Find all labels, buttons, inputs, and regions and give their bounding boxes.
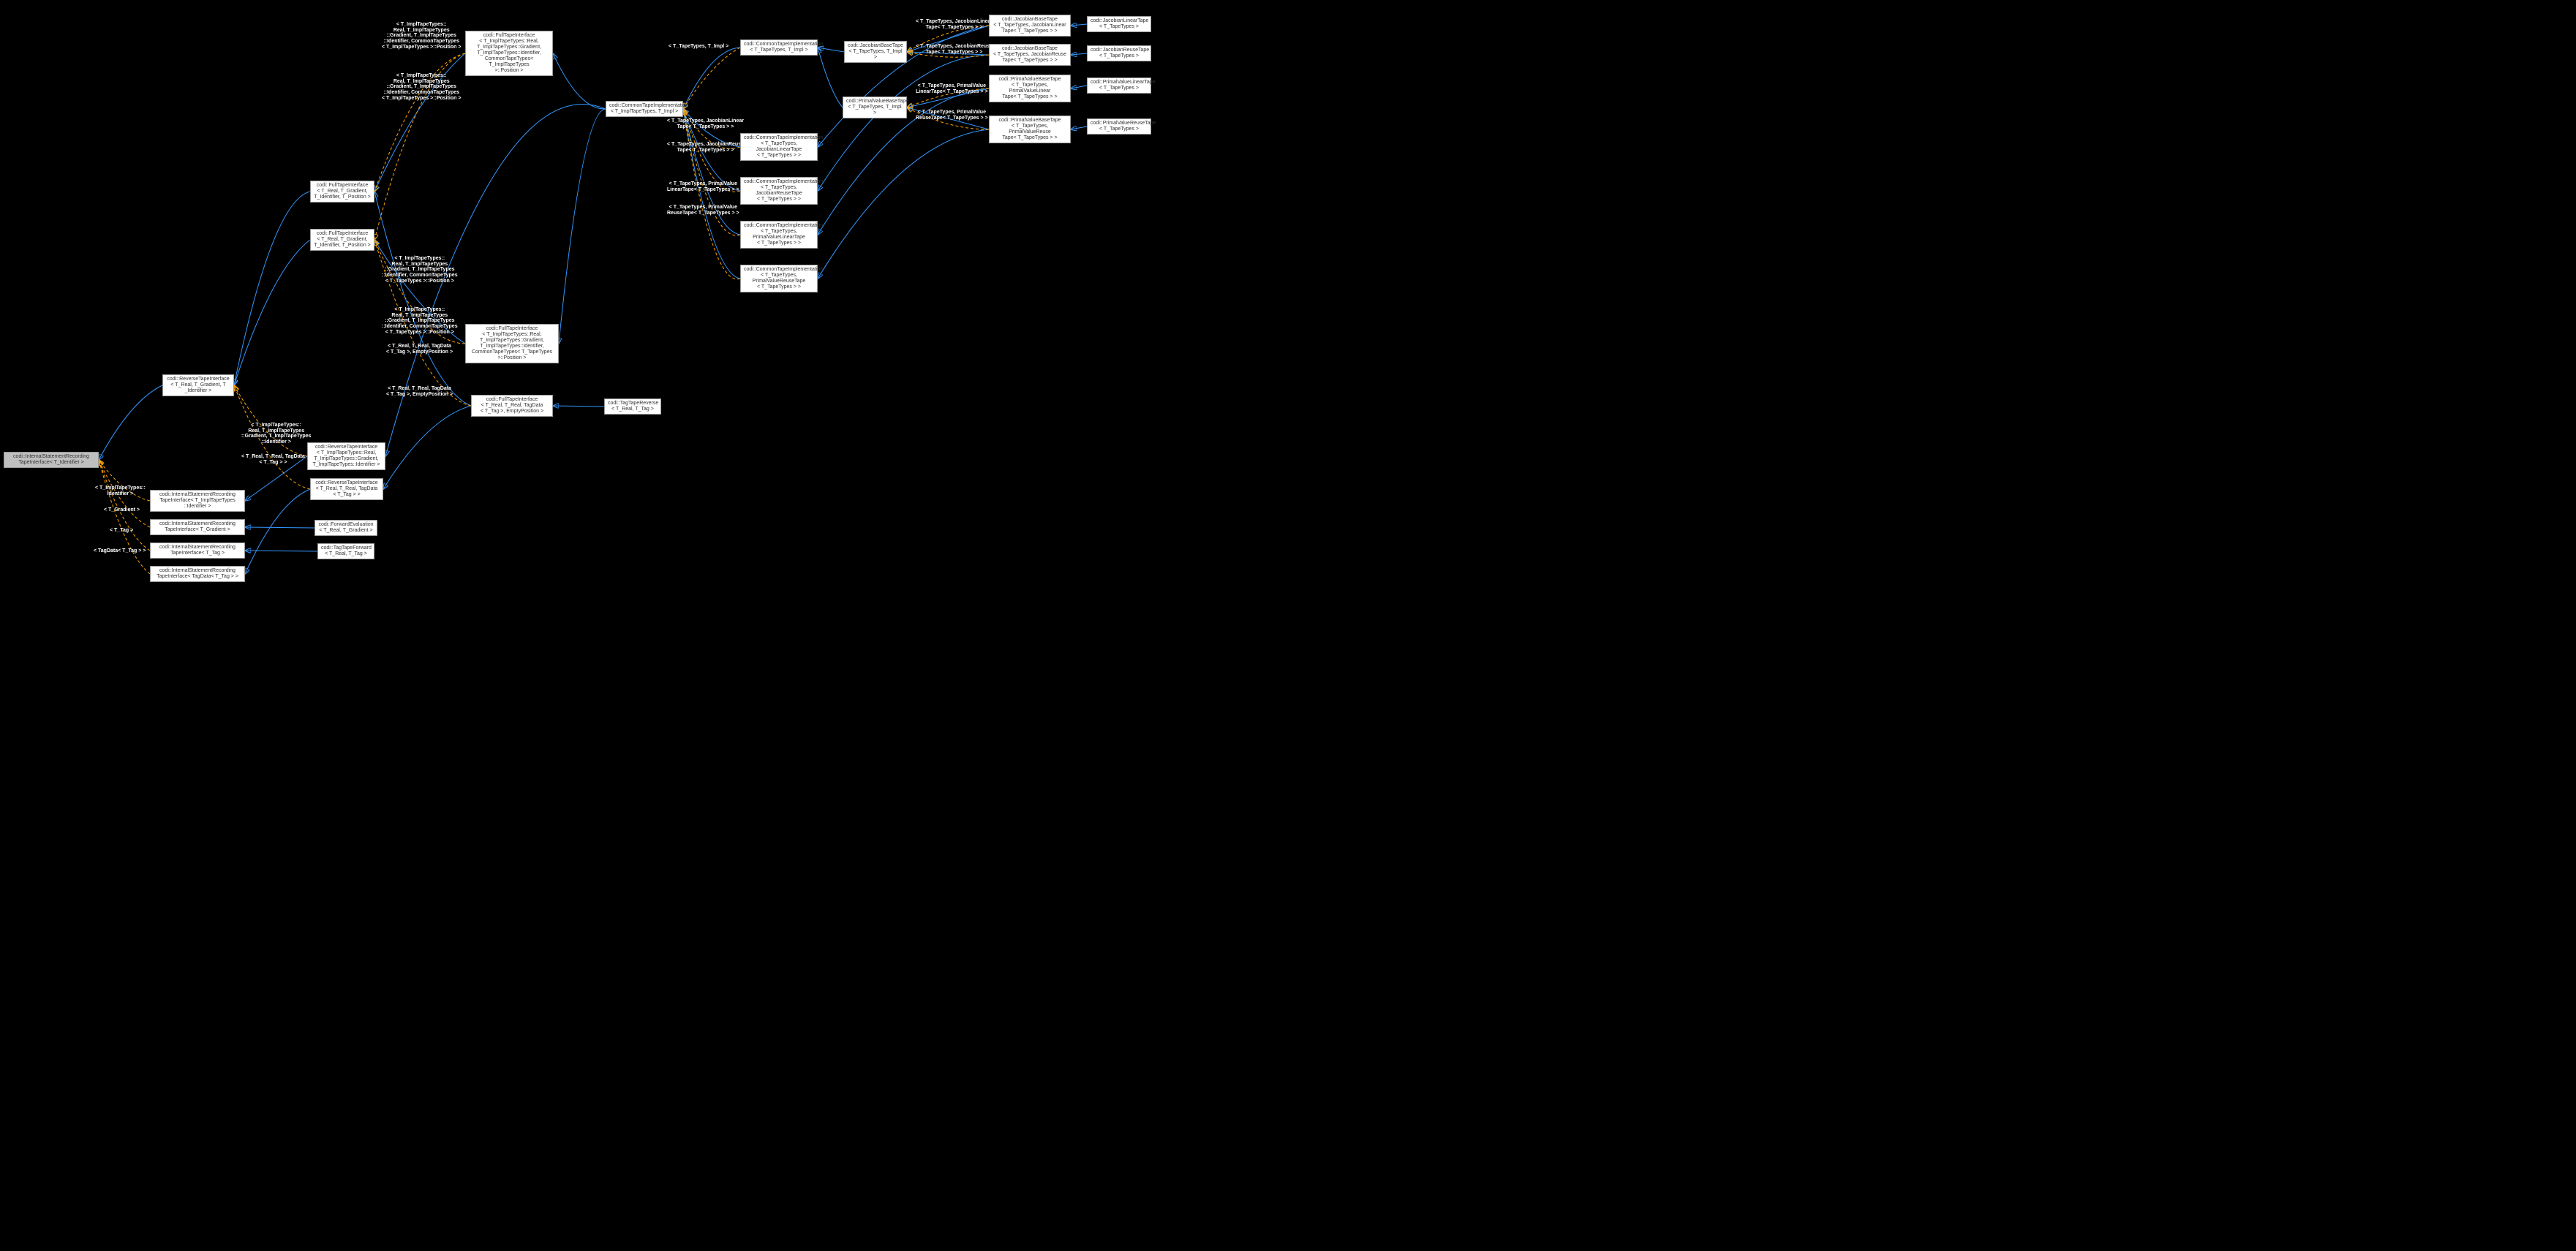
edge-label: < T_TapeTypes, PrimalValue ReuseTape< T_… <box>916 110 988 121</box>
edge-label: < T_ImplTapeTypes:: Real, T_ImplTapeType… <box>382 73 461 101</box>
edge-label: < T_TapeTypes, PrimalValue LinearTape< T… <box>667 181 739 192</box>
node-label: codi::InternalStatementRecording TapeInt… <box>13 454 89 465</box>
node-label: codi::ForwardEvaluation < T_Real, T_Grad… <box>318 522 373 533</box>
node-label: codi::FullTapeInterface < T_Real, T_Grad… <box>314 231 371 248</box>
node-rev_tape_if: codi::ReverseTapeInterface < T_Real, T_G… <box>162 374 234 396</box>
node-cti_pvreuse: codi::CommonTapeImplementation < T_TapeT… <box>740 265 818 292</box>
node-pvbt_lin: codi::PrimalValueBaseTape < T_TapeTypes,… <box>989 75 1071 102</box>
node-isr_tag: codi::InternalStatementRecording TapeInt… <box>150 543 245 559</box>
edge-label: < T_ImplTapeTypes:: Real, T_ImplTapeType… <box>382 256 458 284</box>
node-label: codi::ReverseTapeInterface < T_Real, T_R… <box>315 480 377 497</box>
edge-label: < T_TapeTypes, JacobianReuse Tape< T_Tap… <box>667 142 744 153</box>
node-cti_pvlin: codi::CommonTapeImplementation < T_TapeT… <box>740 221 818 249</box>
node-tag_fwd: codi::TagTapeForward < T_Real, T_Tag > <box>317 543 374 559</box>
node-label: codi::FullTapeInterface < T_ImplTapeType… <box>472 326 552 360</box>
edge-label: < T_TapeTypes, JacobianReuse Tape< T_Tap… <box>916 44 993 55</box>
edge-label: < T_ImplTapeTypes:: Identifier > <box>95 485 146 496</box>
node-label: codi::InternalStatementRecording TapeInt… <box>157 568 238 579</box>
node-label: codi::InternalStatementRecording TapeInt… <box>159 492 236 509</box>
node-label: codi::PrimalValueReuseTape < T_TapeTypes… <box>1091 121 1156 132</box>
node-label: codi::ReverseTapeInterface < T_ImplTapeT… <box>312 445 380 467</box>
edge-label: < T_ImplTapeTypes:: Real, T_ImplTapeType… <box>382 22 461 50</box>
node-label: codi::JacobianLinearTape < T_TapeTypes > <box>1091 18 1148 29</box>
diagram-canvas: codi::InternalStatementRecording TapeInt… <box>0 0 1159 585</box>
node-fwd_eval: codi::ForwardEvaluation < T_Real, T_Grad… <box>315 520 377 536</box>
node-root: codi::InternalStatementRecording TapeInt… <box>4 452 99 468</box>
node-label: codi::JacobianBaseTape < T_TapeTypes, Ja… <box>993 17 1066 34</box>
node-jbt_tt: codi::JacobianBaseTape < T_TapeTypes, T_… <box>844 41 907 63</box>
node-jrt: codi::JacobianReuseTape < T_TapeTypes > <box>1087 45 1151 61</box>
node-tag_rev: codi::TagTapeReverse < T_Real, T_Tag > <box>604 398 661 415</box>
node-jbt_lin: codi::JacobianBaseTape < T_TapeTypes, Ja… <box>989 15 1071 37</box>
node-fti_tag: codi::FullTapeInterface < T_Real, T_Real… <box>471 395 553 417</box>
node-label: codi::PrimalValueBaseTape < T_TapeTypes,… <box>846 99 908 116</box>
edge-label: < T_Real, T_Real, TagData < T_Tag > > <box>241 454 305 465</box>
edge-label: < T_TapeTypes, T_Impl > <box>669 44 728 50</box>
edge-label: < T_ImplTapeTypes:: Real, T_ImplTapeType… <box>241 423 311 445</box>
node-fti_big1: codi::FullTapeInterface < T_ImplTapeType… <box>465 31 553 76</box>
node-pvrt: codi::PrimalValueReuseTape < T_TapeTypes… <box>1087 118 1151 135</box>
node-label: codi::FullTapeInterface < T_ImplTapeType… <box>477 33 541 73</box>
node-cti_impl: codi::CommonTapeImplementation < T_ImplT… <box>606 101 683 117</box>
edge-label: < T_TapeTypes, PrimalValue LinearTape< T… <box>916 83 988 94</box>
node-rev_tape_impl: codi::ReverseTapeInterface < T_ImplTapeT… <box>307 442 385 470</box>
node-label: codi::PrimalValueLinearTape < T_TapeType… <box>1091 80 1156 91</box>
node-fti_big2: codi::FullTapeInterface < T_ImplTapeType… <box>465 324 559 363</box>
node-pvlt: codi::PrimalValueLinearTape < T_TapeType… <box>1087 78 1151 94</box>
node-jbt_reuse: codi::JacobianBaseTape < T_TapeTypes, Ja… <box>989 44 1071 66</box>
node-label: codi::ReverseTapeInterface < T_Real, T_G… <box>167 377 229 393</box>
node-isr_tagdata: codi::InternalStatementRecording TapeInt… <box>150 566 245 582</box>
node-label: codi::JacobianReuseTape < T_TapeTypes > <box>1091 48 1149 58</box>
node-label: codi::CommonTapeImplementation < T_ImplT… <box>609 103 688 114</box>
edge-label: < T_Tag > <box>110 528 133 534</box>
edge-label: < T_Real, T_Real, TagData < T_Tag >, Emp… <box>386 386 453 397</box>
node-label: codi::JacobianBaseTape < T_TapeTypes, T_… <box>848 43 903 60</box>
node-label: codi::CommonTapeImplementation < T_TapeT… <box>744 179 823 202</box>
node-cti_tt_impl: codi::CommonTapeImplementation < T_TapeT… <box>740 39 818 56</box>
node-fti_1: codi::FullTapeInterface < T_Real, T_Grad… <box>310 181 374 203</box>
node-label: codi::CommonTapeImplementation < T_TapeT… <box>744 135 823 158</box>
node-pvbt_tt: codi::PrimalValueBaseTape < T_TapeTypes,… <box>843 97 907 118</box>
node-label: codi::FullTapeInterface < T_Real, T_Real… <box>481 397 543 414</box>
node-fti_2: codi::FullTapeInterface < T_Real, T_Grad… <box>310 229 374 251</box>
edge-label: < T_TapeTypes, PrimalValue ReuseTape< T_… <box>667 205 739 216</box>
node-label: codi::TagTapeReverse < T_Real, T_Tag > <box>608 401 658 412</box>
node-rev_tape_tag: codi::ReverseTapeInterface < T_Real, T_R… <box>310 478 383 500</box>
node-label: codi::CommonTapeImplementation < T_TapeT… <box>744 267 823 290</box>
node-label: codi::PrimalValueBaseTape < T_TapeTypes,… <box>998 77 1061 99</box>
node-isr_impl_id: codi::InternalStatementRecording TapeInt… <box>150 490 245 512</box>
node-label: codi::FullTapeInterface < T_Real, T_Grad… <box>314 183 371 200</box>
edge-label: < T_TapeTypes, JacobianLinear Tape< T_Ta… <box>916 19 993 30</box>
edge-label: < T_Gradient > <box>104 507 140 513</box>
node-isr_grad: codi::InternalStatementRecording TapeInt… <box>150 519 245 535</box>
edge-label: < T_ImplTapeTypes:: Real, T_ImplTapeType… <box>382 307 458 335</box>
edge-label: < TagData< T_Tag > > <box>94 548 146 554</box>
edge-label: < T_Real, T_Real, TagData < T_Tag >, Emp… <box>386 344 453 355</box>
node-label: codi::JacobianBaseTape < T_TapeTypes, Ja… <box>993 46 1066 63</box>
edge-label: < T_TapeTypes, JacobianLinear Tape< T_Ta… <box>667 118 744 129</box>
node-label: codi::PrimalValueBaseTape < T_TapeTypes,… <box>998 118 1061 140</box>
node-cti_jlin: codi::CommonTapeImplementation < T_TapeT… <box>740 133 818 161</box>
node-label: codi::InternalStatementRecording TapeInt… <box>159 521 236 532</box>
node-label: codi::TagTapeForward < T_Real, T_Tag > <box>321 545 372 556</box>
node-pvbt_reuse: codi::PrimalValueBaseTape < T_TapeTypes,… <box>989 116 1071 143</box>
node-jlt: codi::JacobianLinearTape < T_TapeTypes > <box>1087 16 1151 32</box>
node-label: codi::CommonTapeImplementation < T_TapeT… <box>744 42 823 53</box>
node-label: codi::CommonTapeImplementation < T_TapeT… <box>744 223 823 246</box>
node-cti_jreuse: codi::CommonTapeImplementation < T_TapeT… <box>740 177 818 205</box>
node-label: codi::InternalStatementRecording TapeInt… <box>159 545 236 556</box>
